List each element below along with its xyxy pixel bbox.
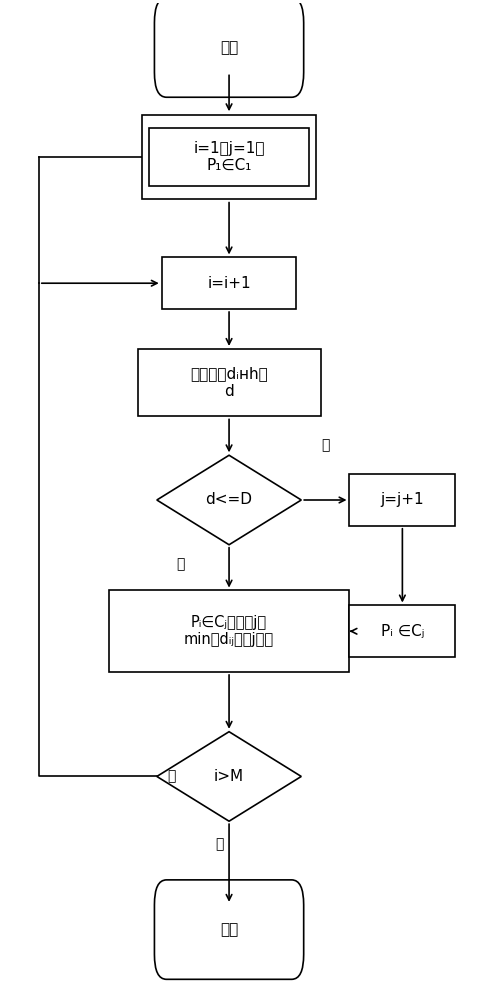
FancyBboxPatch shape	[138, 349, 320, 416]
FancyBboxPatch shape	[142, 115, 316, 199]
Text: Pᵢ ∈Cⱼ: Pᵢ ∈Cⱼ	[381, 624, 424, 639]
Polygon shape	[157, 732, 301, 821]
Text: 结束: 结束	[220, 922, 238, 937]
Text: 否: 否	[321, 438, 330, 452]
Text: 否: 否	[167, 769, 175, 783]
Polygon shape	[157, 455, 301, 545]
FancyBboxPatch shape	[149, 128, 309, 186]
FancyBboxPatch shape	[349, 474, 455, 526]
Text: i=1，j=1，
P₁∈C₁: i=1，j=1， P₁∈C₁	[193, 141, 265, 173]
FancyBboxPatch shape	[154, 880, 304, 979]
FancyBboxPatch shape	[154, 0, 304, 97]
Text: 是: 是	[177, 558, 185, 572]
Text: 开始: 开始	[220, 40, 238, 55]
FancyBboxPatch shape	[109, 590, 349, 672]
FancyBboxPatch shape	[349, 605, 455, 657]
Text: i>M: i>M	[214, 769, 244, 784]
Text: 分别计算dᵢʜh和
d: 分别计算dᵢʜh和 d	[190, 366, 268, 399]
Text: i=i+1: i=i+1	[207, 276, 251, 291]
Text: j=j+1: j=j+1	[380, 492, 424, 507]
Text: Pᵢ∈Cⱼ，其中j与
min（dᵢⱼ）的j相同: Pᵢ∈Cⱼ，其中j与 min（dᵢⱼ）的j相同	[184, 615, 274, 647]
FancyBboxPatch shape	[162, 257, 297, 309]
Text: d<=D: d<=D	[206, 492, 253, 507]
Text: 是: 是	[215, 837, 224, 851]
